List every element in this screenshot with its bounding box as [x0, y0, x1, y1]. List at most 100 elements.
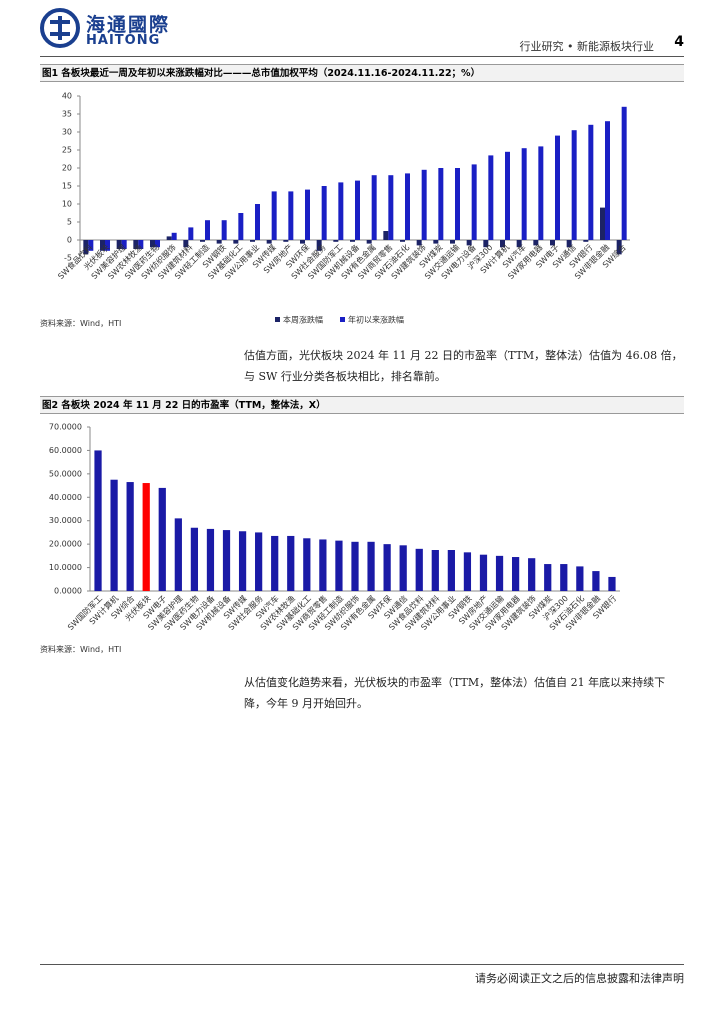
- bar: [200, 240, 205, 242]
- bar: [533, 240, 539, 246]
- y-tick-label: 0.0000: [54, 587, 82, 596]
- bar: [608, 576, 616, 591]
- y-tick-label: 60.0000: [49, 446, 82, 455]
- bar: [166, 236, 172, 240]
- bar: [450, 240, 455, 244]
- bar: [150, 240, 155, 248]
- bar: [550, 240, 555, 246]
- bar: [255, 532, 263, 591]
- bar: [447, 550, 455, 591]
- bar: [222, 530, 231, 591]
- bar: [528, 558, 536, 591]
- bar: [316, 240, 322, 251]
- bar: [351, 541, 359, 591]
- y-tick-label: -5: [64, 254, 72, 263]
- logo-cn: 海通國際: [86, 14, 171, 36]
- bar: [335, 540, 343, 591]
- bar: [505, 151, 510, 240]
- bar: [233, 240, 239, 244]
- bar: [367, 541, 375, 591]
- page-number: 4: [674, 34, 684, 50]
- bar: [171, 232, 177, 240]
- bar: [405, 173, 410, 240]
- bar: [133, 240, 139, 249]
- bar: [110, 479, 118, 591]
- bar: [288, 191, 294, 240]
- logo-icon: [40, 8, 80, 48]
- bar: [206, 528, 215, 591]
- bar: [516, 240, 522, 248]
- bar: [588, 124, 594, 240]
- bar: [271, 535, 279, 591]
- bar: [333, 240, 339, 242]
- bar: [321, 186, 327, 240]
- header-rule: [40, 56, 684, 57]
- bar: [466, 240, 472, 246]
- bar: [255, 204, 260, 240]
- bar: [621, 106, 627, 240]
- bar: [583, 240, 589, 242]
- y-tick-label: 10.0000: [49, 563, 82, 572]
- chart: -50510152025303540SW食品饮料光伏板块SW美容护理SW农林牧渔…: [56, 92, 630, 325]
- bar: [388, 175, 394, 240]
- bar: [463, 552, 472, 591]
- bar: [366, 240, 372, 244]
- bar: [100, 240, 105, 251]
- y-tick-label: 20: [62, 164, 72, 173]
- bar: [383, 231, 389, 240]
- y-tick-label: 15: [62, 182, 72, 191]
- bar: [190, 527, 199, 591]
- legend-label: 本周涨跌幅: [283, 315, 323, 325]
- bar: [605, 121, 610, 240]
- bar: [126, 482, 134, 591]
- bar: [88, 240, 94, 251]
- bar: [592, 571, 600, 591]
- y-tick-label: 30: [62, 128, 72, 137]
- bar: [355, 180, 360, 240]
- bar: [174, 518, 182, 591]
- paragraph: 估值方面，光伏板块 2024 年 11 月 22 日的市盈率（TTM，整体法）估…: [244, 349, 683, 383]
- y-tick-label: 30.0000: [49, 516, 82, 525]
- bar: [560, 564, 568, 591]
- bar: [371, 175, 377, 240]
- bar: [271, 191, 277, 240]
- paragraph: 从估值变化趋势来看，光伏板块的市盈率（TTM，整体法）估值自 21 年底以来持续…: [244, 676, 666, 710]
- bar: [431, 550, 439, 591]
- bar: [94, 450, 102, 591]
- bar: [142, 483, 150, 591]
- bar: [158, 487, 166, 591]
- bar: [105, 240, 110, 251]
- bar: [238, 531, 247, 591]
- chart: 0.0000 10.0000 20.0000 30.0000 40.0000 50.000…: [49, 423, 620, 632]
- bar: [250, 240, 255, 242]
- bar: [415, 548, 423, 591]
- bar: [400, 240, 405, 242]
- bar: [188, 227, 194, 240]
- bar: [500, 240, 505, 248]
- bar: [433, 240, 439, 244]
- source: 资料来源：Wind，HTI: [40, 645, 122, 654]
- bar: [303, 538, 311, 591]
- bar: [305, 189, 310, 240]
- figure-caption: 图1 各板块最近一周及年初以来涨跌幅对比———总市值加权平均（2024.11.1…: [40, 64, 684, 82]
- bar: [138, 240, 144, 249]
- bar: [319, 539, 327, 591]
- bar: [495, 555, 504, 591]
- bar: [576, 566, 584, 591]
- bar: [116, 240, 122, 249]
- bar: [266, 240, 272, 244]
- figure-caption: 图2 各板块 2024 年 11 月 22 日的市盈率（TTM，整体法，X）: [40, 396, 684, 414]
- bar: [555, 135, 560, 240]
- bar: [483, 240, 489, 248]
- bar: [566, 240, 572, 248]
- bar: [283, 240, 289, 242]
- bar: [544, 564, 552, 591]
- bar: [521, 148, 527, 240]
- bar: [421, 169, 427, 240]
- bar: [383, 544, 391, 591]
- bar: [600, 207, 605, 240]
- bar: [350, 240, 355, 242]
- y-tick-label: 25: [62, 146, 72, 155]
- bar: [121, 240, 127, 249]
- footer-rule: [40, 964, 684, 965]
